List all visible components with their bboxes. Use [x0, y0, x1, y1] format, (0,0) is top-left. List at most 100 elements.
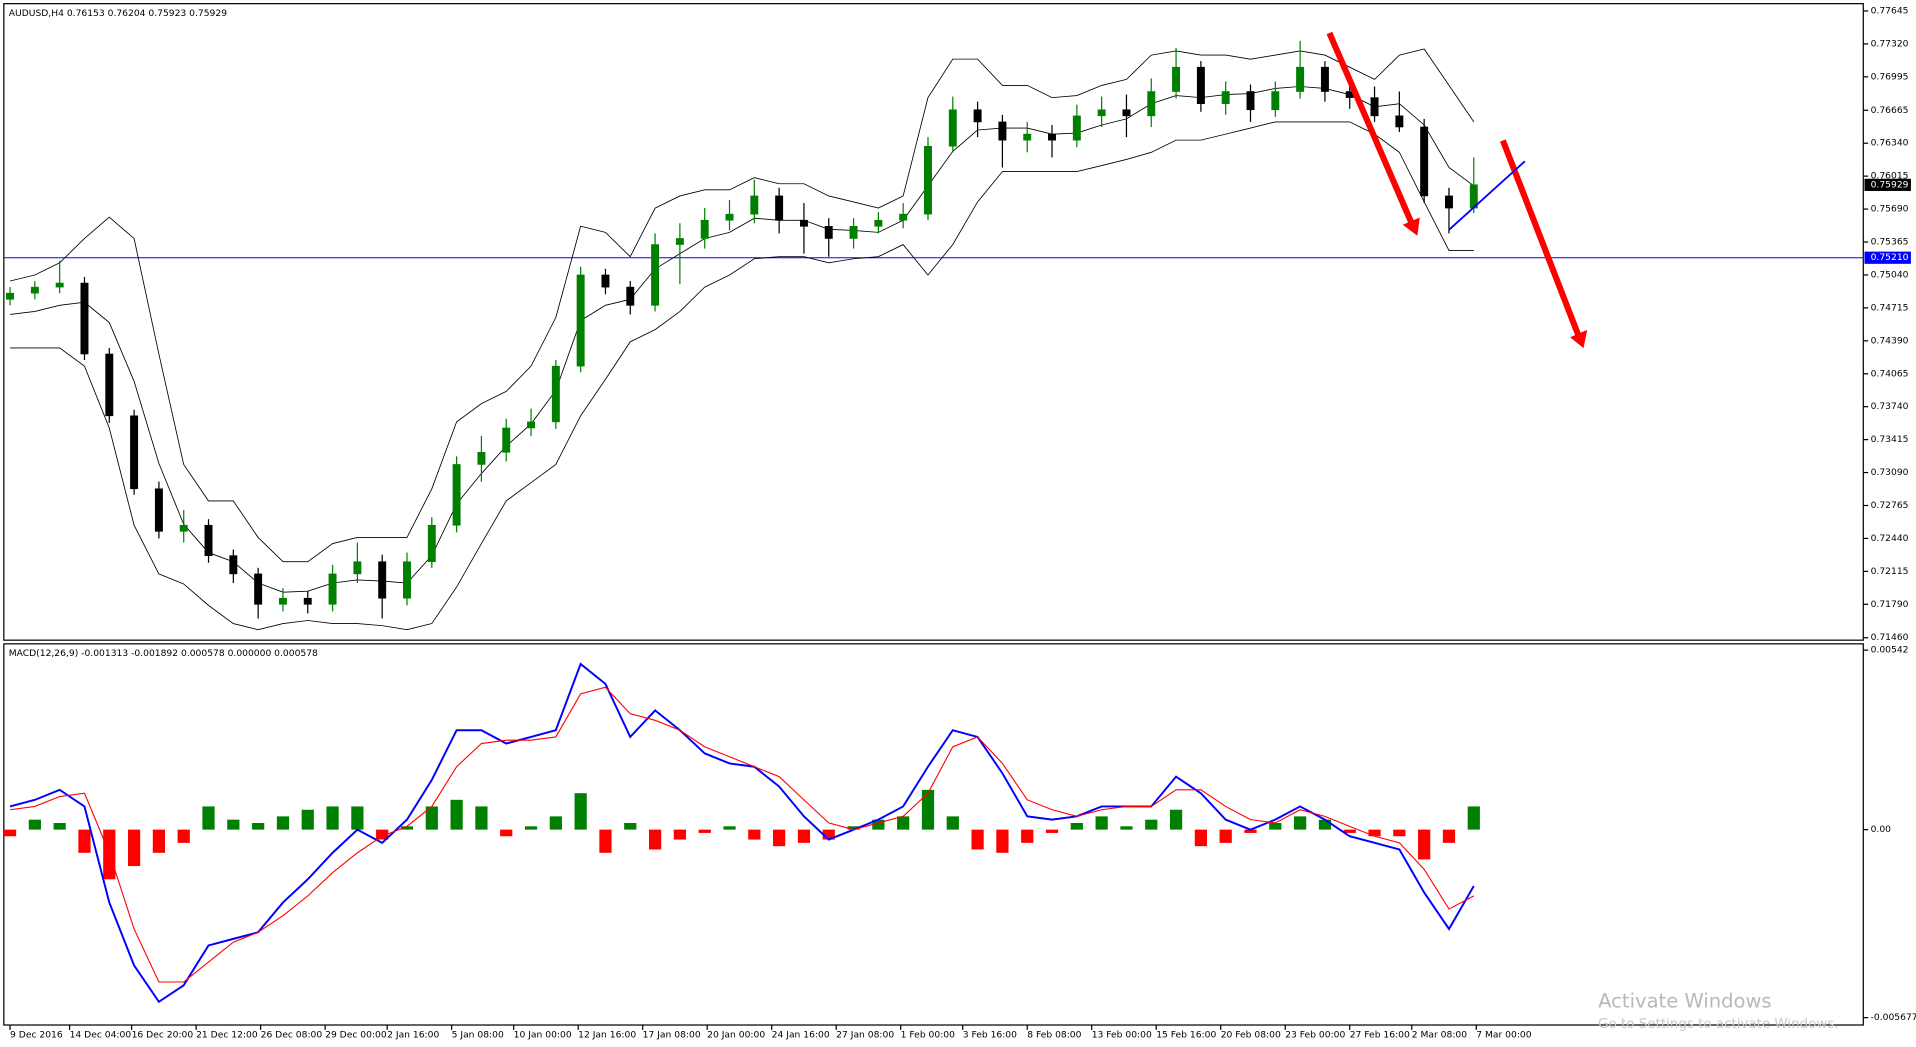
last-price-box — [1864, 178, 1911, 191]
candle-body — [1296, 66, 1305, 92]
y-tick-label: 0.77645 — [1871, 5, 1909, 16]
y-tick-label: 0.75365 — [1871, 237, 1909, 248]
candle-body — [1147, 91, 1156, 117]
x-tick-label: 1 Feb 00:00 — [901, 1029, 955, 1040]
candle-body — [998, 121, 1007, 141]
candle-body — [1320, 66, 1329, 92]
histogram-bar — [624, 822, 637, 830]
candle-body — [948, 109, 957, 147]
x-tick-label: 27 Jan 08:00 — [836, 1029, 894, 1040]
candle-body — [80, 282, 89, 355]
histogram-bar — [1418, 829, 1431, 860]
y-tick-label: 0.00 — [1871, 824, 1892, 835]
candle-body — [651, 244, 660, 306]
candle-body — [799, 219, 808, 227]
candle-body — [154, 488, 163, 532]
candle-body — [824, 226, 833, 239]
x-tick-label: 8 Feb 08:00 — [1027, 1029, 1081, 1040]
histogram-bar — [1145, 819, 1158, 830]
histogram-bar — [872, 819, 885, 830]
candle-body — [1122, 109, 1131, 117]
candle-body — [849, 226, 858, 239]
histogram-bar — [127, 829, 141, 867]
histogram-bar — [1045, 829, 1059, 833]
histogram-bar — [946, 816, 959, 830]
histogram-bar — [673, 829, 687, 840]
histogram-bar — [1294, 816, 1307, 830]
candle-body — [328, 573, 337, 605]
candle-body — [973, 109, 982, 123]
candle-body — [675, 238, 684, 245]
x-tick-label: 17 Jan 08:00 — [643, 1029, 701, 1040]
candle-body — [700, 219, 709, 239]
histogram-bar — [723, 826, 736, 830]
histogram-bar — [1244, 829, 1257, 833]
histogram-bar — [177, 829, 190, 843]
candle-body — [204, 524, 213, 556]
band-line — [10, 121, 1474, 631]
candle-body — [1072, 115, 1081, 141]
candle-body — [874, 219, 883, 227]
y-tick-label: 0.77320 — [1871, 38, 1909, 49]
hline-label: 0.75210 — [1871, 252, 1909, 263]
candle-body — [899, 213, 908, 221]
candle-body — [725, 213, 734, 221]
candle-body — [1221, 91, 1230, 104]
histogram-bar — [425, 806, 438, 830]
hline-label-box — [1864, 251, 1911, 264]
y-tick-label: 0.76015 — [1871, 171, 1909, 182]
histogram-bar — [648, 829, 662, 850]
x-tick-label: 26 Dec 08:00 — [261, 1029, 323, 1040]
histogram-bar — [450, 799, 463, 830]
y-tick-label: 0.72765 — [1871, 500, 1909, 511]
chart-title: AUDUSD,H4 0.76153 0.76204 0.75923 0.7592… — [9, 8, 227, 19]
candle-body — [576, 274, 585, 367]
candle-body — [502, 427, 511, 453]
y-tick-label: 0.73740 — [1871, 401, 1909, 412]
candle-body — [179, 524, 188, 532]
candle-body — [601, 274, 610, 288]
candle-body — [55, 282, 64, 288]
candle-body — [551, 365, 560, 423]
y-tick-label: 0.75040 — [1871, 269, 1909, 280]
y-tick-label: 0.75690 — [1871, 204, 1909, 215]
y-tick-label: 0.00542 — [1871, 645, 1909, 656]
arrow-down — [1326, 31, 1415, 224]
histogram-bar — [1070, 822, 1083, 830]
x-tick-label: 24 Jan 16:00 — [772, 1029, 830, 1040]
y-tick-label: 0.73090 — [1871, 467, 1909, 478]
histogram-bar — [252, 822, 265, 830]
histogram-bar — [574, 793, 587, 830]
histogram-bar — [202, 806, 215, 830]
arrow-down — [1500, 139, 1582, 338]
price-panel — [3, 3, 1864, 641]
histogram-bar — [326, 806, 339, 830]
arrow-head — [1402, 217, 1420, 236]
y-tick-label: 0.76995 — [1871, 71, 1909, 82]
histogram-bar — [822, 829, 835, 840]
watermark-subtitle: Go to Settings to activate Windows. — [1598, 1017, 1838, 1032]
histogram-bar — [475, 806, 488, 830]
histogram-bar — [376, 829, 389, 840]
x-tick-label: 20 Jan 00:00 — [707, 1029, 765, 1040]
y-tick-label: 0.71790 — [1871, 599, 1909, 610]
arrow-head — [1570, 329, 1588, 349]
histogram-bar — [1194, 829, 1207, 847]
histogram-bar — [748, 829, 761, 840]
histogram-bar — [599, 829, 612, 853]
histogram-bar — [500, 829, 513, 837]
y-tick-label: 0.74065 — [1871, 368, 1909, 379]
x-tick-label: 29 Dec 00:00 — [325, 1029, 387, 1040]
y-tick-label: 0.71460 — [1871, 632, 1909, 643]
candle-body — [477, 451, 486, 465]
histogram-bar — [797, 829, 811, 843]
candle-body — [303, 597, 312, 605]
last-price-label: 0.75929 — [1871, 179, 1909, 190]
candle-body — [278, 597, 287, 605]
x-tick-label: 20 Feb 08:00 — [1221, 1029, 1281, 1040]
histogram-bar — [996, 829, 1009, 853]
candle-body — [1420, 126, 1429, 197]
candle-body — [1395, 115, 1404, 128]
